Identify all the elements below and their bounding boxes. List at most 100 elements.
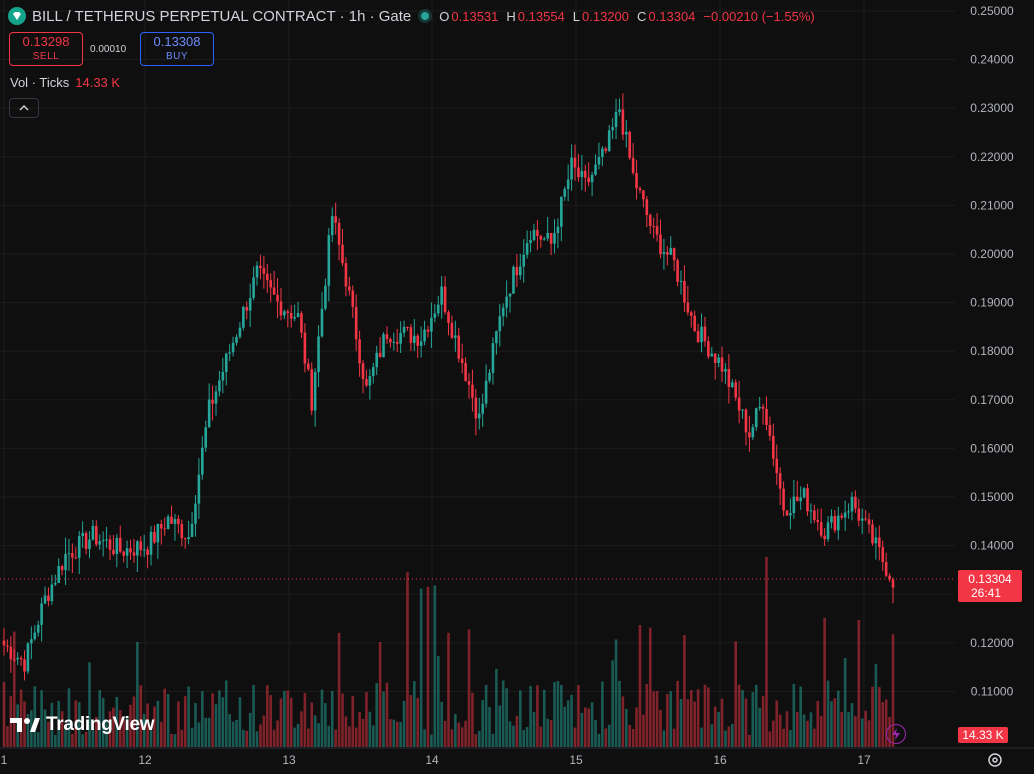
close-value: 0.13304 bbox=[648, 8, 696, 24]
candle-body bbox=[751, 427, 755, 438]
candle-body bbox=[238, 327, 242, 337]
candle-body bbox=[628, 131, 632, 159]
sell-button[interactable]: 0.13298 SELL bbox=[9, 32, 83, 66]
volume-bar bbox=[334, 729, 337, 747]
volume-bar bbox=[450, 729, 454, 747]
candle-body bbox=[854, 496, 857, 509]
candle-body bbox=[19, 657, 23, 660]
volume-legend[interactable]: Vol · Ticks 14.33 K bbox=[10, 75, 120, 90]
volume-bar bbox=[539, 726, 543, 747]
candle-body bbox=[443, 286, 447, 313]
candle-body bbox=[672, 248, 676, 261]
volume-bar bbox=[566, 700, 570, 747]
candle-body bbox=[190, 523, 194, 537]
candle-body bbox=[371, 367, 375, 377]
x-tick-label: 15 bbox=[569, 753, 583, 767]
volume-bar bbox=[580, 712, 584, 747]
volume-bar bbox=[659, 709, 662, 747]
candle-body bbox=[573, 157, 577, 168]
volume-bar bbox=[799, 686, 802, 747]
volume-bar bbox=[153, 706, 156, 747]
change-value: −0.00210 (−1.55%) bbox=[703, 8, 815, 24]
candle-body bbox=[77, 535, 81, 558]
volume-bar bbox=[310, 702, 314, 747]
volume-bar bbox=[713, 706, 717, 747]
gear-icon[interactable] bbox=[985, 750, 1005, 770]
buy-button[interactable]: 0.13308 BUY bbox=[140, 32, 214, 66]
spread-value: 0.00010 bbox=[90, 44, 127, 55]
candle-body bbox=[132, 552, 136, 556]
candle-body bbox=[778, 473, 782, 489]
candle-body bbox=[289, 313, 293, 319]
candle-body bbox=[327, 235, 331, 286]
candle-body bbox=[792, 496, 796, 514]
candle-body bbox=[173, 518, 177, 524]
candle-body bbox=[259, 265, 262, 269]
candle-body bbox=[53, 582, 57, 585]
volume-bar bbox=[77, 702, 81, 747]
candle-body bbox=[857, 508, 861, 521]
candle-body bbox=[409, 327, 413, 343]
lightning-button[interactable] bbox=[886, 724, 906, 744]
volume-bar bbox=[891, 634, 895, 747]
candle-body bbox=[806, 488, 809, 512]
symbol-title[interactable]: BILL / TETHERUS PERPETUAL CONTRACT · 1h … bbox=[32, 7, 412, 25]
volume-bar bbox=[238, 697, 242, 747]
volume-bar bbox=[293, 727, 296, 747]
volume-bar bbox=[867, 720, 871, 747]
volume-bar bbox=[884, 699, 888, 747]
volume-bar bbox=[775, 700, 779, 747]
volume-bar bbox=[409, 695, 413, 747]
volume-bar bbox=[108, 711, 112, 747]
candle-body bbox=[730, 382, 734, 388]
volume-bar bbox=[26, 714, 30, 747]
candle-body bbox=[553, 233, 556, 244]
volume-bar bbox=[789, 730, 792, 747]
candle-body bbox=[105, 539, 108, 541]
candle-body bbox=[645, 199, 649, 216]
volume-bar bbox=[546, 718, 549, 747]
volume-bar bbox=[142, 713, 146, 747]
candle-body bbox=[614, 111, 618, 128]
volume-bar bbox=[406, 572, 409, 747]
volume-bar bbox=[156, 700, 160, 747]
volume-bar bbox=[689, 690, 693, 747]
candle-body bbox=[703, 326, 707, 342]
buy-price: 0.13308 bbox=[153, 34, 201, 49]
candle-body bbox=[611, 127, 614, 131]
volume-bar bbox=[491, 733, 495, 747]
candle-body bbox=[601, 148, 604, 157]
volume-bar bbox=[173, 734, 177, 747]
candle-body bbox=[563, 188, 567, 197]
candle-body bbox=[125, 548, 129, 556]
candle-body bbox=[570, 157, 573, 180]
volume-bar bbox=[638, 625, 642, 747]
candle-body bbox=[33, 632, 37, 640]
volume-bar bbox=[751, 692, 755, 747]
volume-bar bbox=[864, 710, 867, 747]
volume-bar bbox=[324, 703, 327, 747]
volume-bar bbox=[553, 682, 556, 747]
volume-bar bbox=[389, 719, 392, 747]
candle-body bbox=[12, 659, 16, 661]
last-price-tag bbox=[958, 570, 1022, 602]
candle-body bbox=[122, 551, 125, 556]
candle-body bbox=[768, 424, 772, 436]
collapse-legend-button[interactable] bbox=[9, 98, 39, 118]
volume-bar bbox=[242, 729, 245, 747]
volume-bar bbox=[354, 727, 358, 747]
y-tick-label: 0.23000 bbox=[970, 101, 1014, 115]
candle-body bbox=[594, 164, 597, 175]
volume-bar bbox=[583, 707, 587, 747]
volume-bar bbox=[419, 588, 423, 747]
tradingview-logo[interactable]: TradingView bbox=[10, 714, 155, 736]
volume-bar bbox=[423, 729, 426, 747]
volume-bar bbox=[860, 718, 864, 747]
volume-bar bbox=[519, 690, 522, 747]
volume-bar bbox=[717, 711, 720, 747]
candle-body bbox=[433, 313, 437, 318]
y-tick-label: 0.20000 bbox=[970, 247, 1014, 261]
candle-body bbox=[741, 409, 744, 411]
candle-body bbox=[423, 329, 426, 342]
